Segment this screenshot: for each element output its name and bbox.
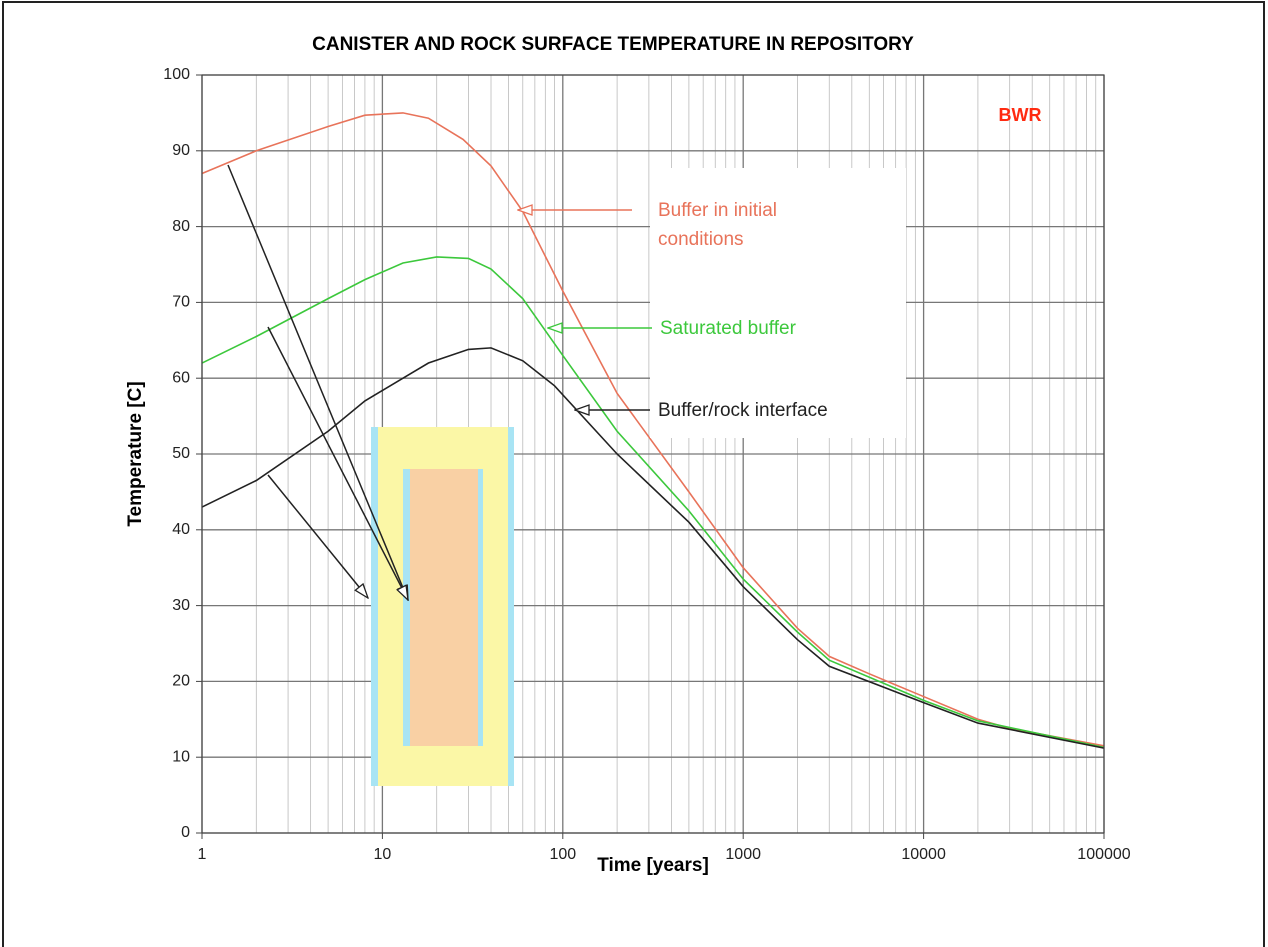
y-tick-label: 30 [172, 597, 190, 614]
x-tick-label: 1000 [725, 846, 761, 863]
x-tick-label: 10000 [901, 846, 946, 863]
legend-label: Saturated buffer [660, 318, 796, 339]
x-tick-label: 10 [374, 846, 392, 863]
series-line [201, 347, 1105, 749]
legend-label: Buffer in initial conditions [658, 200, 777, 250]
x-axis-label: Time [years] [597, 855, 709, 876]
series-lines [201, 112, 1105, 749]
pointer-arrows [227, 164, 408, 600]
badge: BWR [999, 105, 1042, 125]
series-line [201, 256, 1105, 749]
y-tick-label: 20 [172, 673, 190, 690]
canister-diagram [371, 427, 514, 786]
chart-title: CANISTER AND ROCK SURFACE TEMPERATURE IN… [312, 34, 914, 55]
label-box [650, 168, 906, 438]
x-tick-label: 100 [549, 846, 576, 863]
legend-label: Buffer/rock interface [658, 400, 828, 421]
y-tick-label: 80 [172, 218, 190, 235]
arrow [267, 326, 408, 600]
y-tick-label: 90 [172, 142, 190, 159]
arrow [267, 474, 368, 598]
x-tick-label: 1 [198, 846, 207, 863]
y-tick-label: 10 [172, 748, 190, 765]
y-tick-label: 0 [181, 824, 190, 841]
canister [410, 469, 478, 746]
y-axis-label: Temperature [C] [125, 381, 146, 526]
y-tick-label: 50 [172, 445, 190, 462]
x-tick-label: 100000 [1077, 846, 1130, 863]
arrow [227, 164, 408, 600]
series-line [201, 112, 1105, 747]
y-tick-label: 40 [172, 521, 190, 538]
y-tick-label: 60 [172, 369, 190, 386]
y-tick-label: 70 [172, 294, 190, 311]
y-tick-label: 100 [163, 66, 190, 83]
